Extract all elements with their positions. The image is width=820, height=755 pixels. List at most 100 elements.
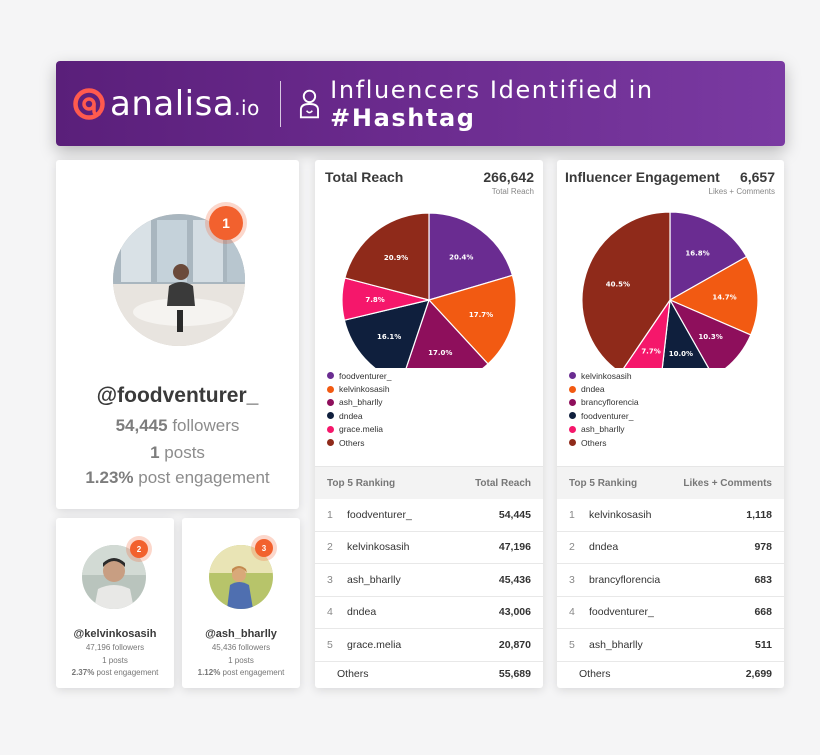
ranking-row-others[interactable]: Others 55,689: [315, 662, 543, 687]
rank-number: 4: [327, 606, 333, 619]
rank-value: 668: [754, 606, 772, 619]
pie-label: 20.4%: [449, 253, 473, 261]
pie-slice-foodventurer-[interactable]: [428, 212, 514, 301]
legend-swatch: [569, 385, 576, 393]
rank-number: 5: [327, 638, 333, 651]
pie-label: 14.7%: [712, 294, 736, 302]
ranking-row[interactable]: 3 brancyflorencia 683: [557, 564, 784, 597]
ranking-row[interactable]: 2 dndea 978: [557, 532, 784, 564]
legend-item[interactable]: kelvinkosasih: [327, 382, 391, 395]
pie-label: 16.8%: [685, 249, 709, 257]
ranking-row[interactable]: 5 grace.melia 20,870: [315, 629, 543, 662]
rank-value: 55,689: [498, 668, 531, 680]
legend-item[interactable]: foodventurer_: [569, 409, 639, 422]
top-influencer-followers: 54,445 followers: [115, 416, 240, 435]
legend-label: dndea: [581, 384, 605, 395]
legend-label: foodventurer_: [339, 370, 392, 381]
avatar-foodventurer[interactable]: [113, 214, 245, 346]
pie-label: 20.9%: [384, 254, 408, 262]
ranking-row[interactable]: 1 kelvinkosasih 1,118: [557, 499, 784, 532]
rank-name[interactable]: brancyflorencia: [589, 573, 661, 586]
legend-swatch: [327, 398, 334, 406]
rank-value: 978: [754, 541, 772, 554]
engagement-subtitle: Likes + Comments: [708, 187, 775, 196]
pie-label: 16.1%: [377, 333, 401, 341]
pie-slice-foodventurer-[interactable]: [660, 298, 713, 368]
rank-value: 43,006: [498, 606, 531, 619]
rank-name[interactable]: grace.melia: [347, 638, 402, 651]
header-banner: analisa.io Influencers Identified in #Ha…: [56, 61, 785, 146]
influencer-card-3[interactable]: 3 @ash_bharlly 45,436 followers 1 posts …: [182, 518, 300, 688]
legend-item[interactable]: Others: [569, 436, 639, 449]
ranking-row[interactable]: 5 ash_bharlly 511: [557, 629, 784, 662]
pie-slice-others[interactable]: [581, 211, 671, 368]
pie-slice-ash-bharlly[interactable]: [401, 298, 489, 368]
rank-name[interactable]: foodventurer_: [347, 508, 412, 521]
rank-number: 1: [327, 508, 333, 521]
ranking-row[interactable]: 3 ash_bharlly 45,436: [315, 564, 543, 597]
rank-name[interactable]: dndea: [347, 606, 377, 619]
legend-item[interactable]: ash_bharlly: [327, 396, 391, 409]
pie-label: 17.0%: [428, 349, 452, 357]
influencer-followers: 47,196 followers: [85, 643, 145, 652]
pie-slice-dndea[interactable]: [343, 299, 430, 368]
influencer-card-2[interactable]: 2 @kelvinkosasih 47,196 followers 1 post…: [56, 518, 174, 688]
rank-name[interactable]: foodventurer_: [589, 606, 654, 619]
pie-slice-kelvinkosasih[interactable]: [669, 211, 748, 302]
ranking-row[interactable]: 2 kelvinkosasih 47,196: [315, 532, 543, 564]
ranking-row[interactable]: 4 dndea 43,006: [315, 597, 543, 629]
legend-swatch: [327, 425, 334, 433]
legend-label: brancyflorencia: [581, 397, 639, 408]
engagement-title: Influencer Engagement: [565, 169, 720, 185]
influencer-icon: [300, 89, 320, 118]
rank-name[interactable]: kelvinkosasih: [589, 508, 652, 521]
ranking-row-others[interactable]: Others 2,699: [557, 662, 784, 687]
legend-item[interactable]: foodventurer_: [327, 369, 391, 382]
top-influencer-handle[interactable]: @foodventurer_: [96, 384, 259, 407]
legend-item[interactable]: grace.melia: [327, 423, 391, 436]
legend-item[interactable]: kelvinkosasih: [569, 369, 639, 382]
pie-slice-dndea[interactable]: [668, 255, 759, 336]
analisa-logo[interactable]: analisa.io: [72, 84, 260, 124]
rank-number: 4: [569, 606, 575, 619]
rank-badge-2: 2: [130, 540, 148, 558]
top-influencer-engagement: 1.23% post engagement: [85, 468, 270, 487]
total-reach-title: Total Reach: [325, 169, 404, 185]
rank-name[interactable]: ash_bharlly: [589, 638, 643, 651]
legend-item[interactable]: brancyflorencia: [569, 396, 639, 409]
pie-slice-brancyflorencia[interactable]: [668, 298, 752, 368]
pie-slice-kelvinkosasih[interactable]: [427, 274, 517, 365]
pie-slice-ash-bharlly[interactable]: [621, 299, 671, 368]
rank-value: 20,870: [498, 638, 531, 651]
influencer-handle[interactable]: @kelvinkosasih: [73, 628, 157, 640]
rank-name[interactable]: dndea: [589, 541, 619, 554]
rank-name[interactable]: ash_bharlly: [347, 573, 401, 586]
legend-item[interactable]: Others: [327, 436, 391, 449]
legend-item[interactable]: dndea: [569, 382, 639, 395]
ranking-row[interactable]: 4 foodventurer_ 668: [557, 597, 784, 629]
legend-label: foodventurer_: [581, 410, 634, 421]
influencer-engagement: 1.12% post engagement: [197, 668, 285, 677]
pie-label: 17.7%: [469, 311, 493, 319]
pie-slice-others[interactable]: [344, 212, 430, 301]
influencer-followers: 45,436 followers: [211, 643, 271, 652]
rank-number: 1: [569, 508, 575, 521]
influencer-handle[interactable]: @ash_bharlly: [205, 628, 277, 640]
legend-item[interactable]: ash_bharlly: [569, 423, 639, 436]
legend-label: ash_bharlly: [581, 424, 625, 435]
pie-label: 7.7%: [641, 348, 660, 356]
rank-value: 45,436: [498, 573, 531, 586]
influencer-posts: 1 posts: [102, 656, 128, 665]
total-reach-legend: foodventurer_ kelvinkosasih ash_bharlly dnd…: [327, 369, 391, 449]
legend-item[interactable]: dndea: [327, 409, 391, 422]
rank-value: 54,445: [498, 508, 531, 521]
legend-label: grace.melia: [339, 424, 383, 435]
reach-ranking-header: Top 5 Ranking Total Reach: [315, 466, 543, 499]
rank-name: Others: [337, 668, 369, 680]
rank-badge-1: 1: [209, 206, 243, 240]
rank-value: 2,699: [745, 668, 772, 680]
ranking-row[interactable]: 1 foodventurer_ 54,445: [315, 499, 543, 532]
pie-label: 10.3%: [698, 333, 722, 341]
rank-name[interactable]: kelvinkosasih: [347, 541, 410, 554]
rank-badge-3: 3: [255, 539, 273, 557]
